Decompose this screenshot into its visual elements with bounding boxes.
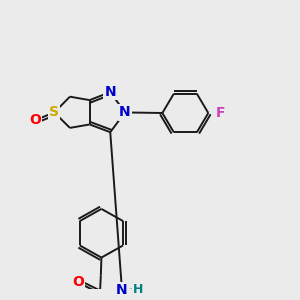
Text: O: O	[72, 275, 84, 290]
Text: N: N	[119, 105, 131, 119]
Text: N: N	[104, 85, 116, 99]
Text: N: N	[116, 284, 128, 298]
Text: O: O	[29, 113, 41, 127]
Text: F: F	[215, 106, 225, 120]
Text: S: S	[49, 105, 59, 119]
Text: H: H	[133, 283, 143, 296]
